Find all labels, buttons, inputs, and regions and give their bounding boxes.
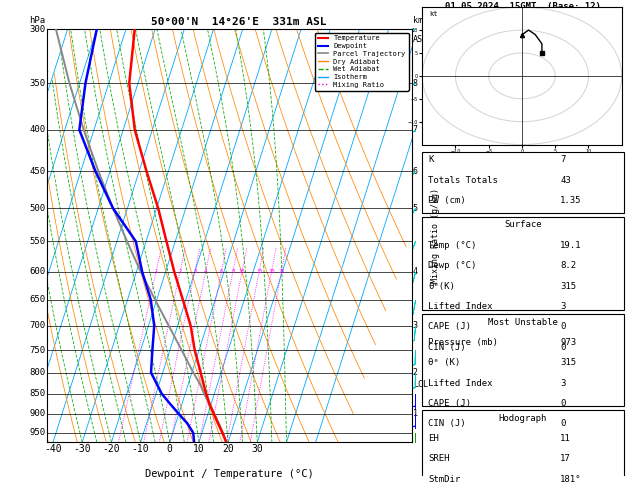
Text: 700: 700 [29,321,45,330]
Text: 1.35: 1.35 [560,196,582,205]
Text: 1: 1 [154,269,158,275]
Text: 750: 750 [29,346,45,354]
Text: 8: 8 [413,79,418,87]
Text: 181°: 181° [560,475,582,484]
Text: Pressure (mb): Pressure (mb) [428,338,498,347]
Text: 400: 400 [29,125,45,135]
Text: ASL: ASL [413,35,428,44]
Text: 5: 5 [413,204,418,212]
Text: Dewp (°C): Dewp (°C) [428,261,477,270]
Text: Totals Totals: Totals Totals [428,176,498,185]
Text: 0: 0 [560,419,565,429]
Text: 550: 550 [29,237,45,246]
Text: Dewpoint / Temperature (°C): Dewpoint / Temperature (°C) [145,469,314,479]
Text: 30: 30 [252,444,263,454]
Text: 15: 15 [256,269,262,275]
Text: 20: 20 [222,444,234,454]
Text: 315: 315 [560,358,576,367]
Text: -30: -30 [74,444,91,454]
Text: 315: 315 [560,281,576,291]
Text: 600: 600 [29,267,45,277]
Text: -40: -40 [44,444,62,454]
Text: 0: 0 [560,399,565,408]
Text: 17: 17 [560,454,571,464]
Text: 43: 43 [560,176,571,185]
Bar [422,217,624,311]
Text: 4: 4 [204,269,207,275]
Text: 4: 4 [413,267,418,277]
Text: CAPE (J): CAPE (J) [428,322,471,331]
Text: K: K [428,156,434,164]
Text: 2: 2 [179,269,182,275]
Text: SREH: SREH [428,454,450,464]
Text: 7: 7 [560,156,565,164]
Text: 6: 6 [220,269,223,275]
Text: Temp (°C): Temp (°C) [428,241,477,250]
Text: hPa: hPa [29,16,45,25]
Text: 300: 300 [29,25,45,34]
Text: Hodograph: Hodograph [499,414,547,423]
Text: 500: 500 [29,204,45,212]
Text: Lifted Index: Lifted Index [428,302,493,311]
Text: θᵉ (K): θᵉ (K) [428,358,460,367]
Text: 20: 20 [269,269,275,275]
Text: Lifted Index: Lifted Index [428,379,493,388]
Text: 10: 10 [193,444,205,454]
Text: 0: 0 [167,444,173,454]
Text: 900: 900 [29,409,45,418]
Text: 11: 11 [560,434,571,443]
Text: 3: 3 [413,321,418,330]
Text: 7: 7 [413,125,418,135]
Text: 973: 973 [560,338,576,347]
Text: 2: 2 [413,368,418,377]
Text: θᵉ(K): θᵉ(K) [428,281,455,291]
Text: 1: 1 [413,409,418,418]
Legend: Temperature, Dewpoint, Parcel Trajectory, Dry Adiabat, Wet Adiabat, Isotherm, Mi: Temperature, Dewpoint, Parcel Trajectory… [314,33,408,90]
Text: 8.2: 8.2 [560,261,576,270]
Text: 800: 800 [29,368,45,377]
Text: 3: 3 [560,302,565,311]
Text: 01.05.2024  15GMT  (Base: 12): 01.05.2024 15GMT (Base: 12) [445,2,601,12]
Text: CAPE (J): CAPE (J) [428,399,471,408]
Text: -10: -10 [131,444,149,454]
Text: 50°00'N  14°26'E  331m ASL: 50°00'N 14°26'E 331m ASL [151,17,327,27]
Text: 650: 650 [29,295,45,304]
Text: 350: 350 [29,79,45,87]
Bar [422,410,624,479]
Text: 3: 3 [193,269,196,275]
Text: 3: 3 [560,379,565,388]
Text: EH: EH [428,434,439,443]
Text: 850: 850 [29,389,45,399]
Text: CIN (J): CIN (J) [428,419,466,429]
Text: km: km [413,16,423,25]
Text: 450: 450 [29,167,45,175]
Text: Mixing Ratio (g/kg): Mixing Ratio (g/kg) [431,188,440,283]
Text: 0: 0 [560,322,565,331]
Text: 25: 25 [278,269,285,275]
Text: LCL: LCL [413,380,428,389]
Text: CIN (J): CIN (J) [428,343,466,352]
Text: kt: kt [429,11,437,17]
Text: 6: 6 [413,167,418,175]
Text: 0: 0 [560,343,565,352]
Text: 19.1: 19.1 [560,241,582,250]
Text: Surface: Surface [504,221,542,229]
Bar [422,152,624,213]
Text: 10: 10 [239,269,245,275]
Text: 950: 950 [29,428,45,437]
Text: 8: 8 [231,269,235,275]
Text: StmDir: StmDir [428,475,460,484]
Text: -20: -20 [103,444,120,454]
Text: PW (cm): PW (cm) [428,196,466,205]
Bar [422,314,624,406]
Text: Most Unstable: Most Unstable [488,317,558,327]
